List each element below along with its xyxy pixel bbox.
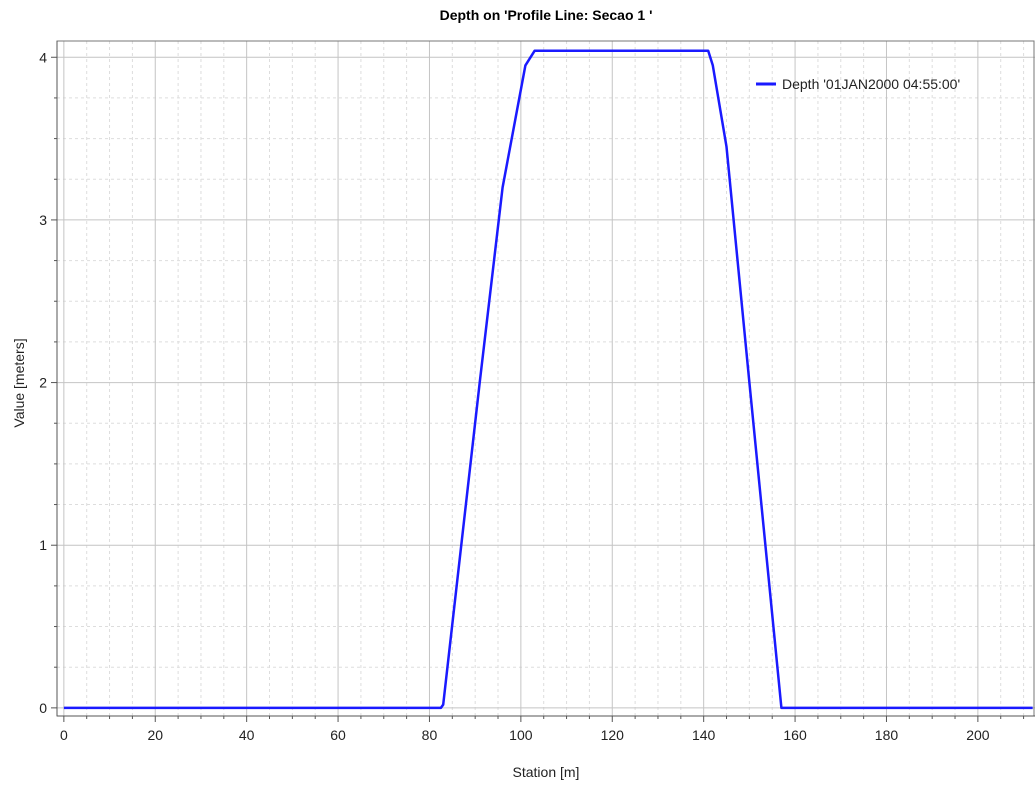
major-grid xyxy=(57,41,1035,716)
x-tick-label: 0 xyxy=(60,727,68,743)
x-tick-label: 60 xyxy=(330,727,346,743)
y-tick-label: 0 xyxy=(39,700,47,716)
x-tick-label: 140 xyxy=(692,727,716,743)
y-axis-label: Value [meters] xyxy=(11,338,27,427)
x-axis-label: Station [m] xyxy=(513,764,580,780)
x-axis: 0 20 40 60 80 100 120 140 160 180 200 xyxy=(57,715,1035,743)
x-tick-label: 120 xyxy=(601,727,625,743)
series-line-depth xyxy=(63,49,1033,710)
y-axis: 0 1 2 3 4 xyxy=(39,41,58,716)
minor-grid xyxy=(57,41,1035,716)
series-layer xyxy=(63,49,1033,710)
x-tick-label: 40 xyxy=(239,727,255,743)
y-tick-label: 4 xyxy=(39,49,47,65)
x-tick-label: 180 xyxy=(875,727,899,743)
legend: Depth '01JAN2000 04:55:00' xyxy=(756,76,960,92)
legend-label: Depth '01JAN2000 04:55:00' xyxy=(782,76,960,92)
chart-title: Depth on 'Profile Line: Secao 1 ' xyxy=(440,7,653,23)
x-tick-label: 200 xyxy=(966,727,990,743)
y-tick-label: 3 xyxy=(39,212,47,228)
y-tick-label: 1 xyxy=(39,537,47,553)
x-tick-label: 80 xyxy=(422,727,438,743)
y-tick-label: 2 xyxy=(39,375,47,391)
plot-frame xyxy=(56,40,1035,717)
x-tick-label: 20 xyxy=(147,727,163,743)
x-tick-label: 160 xyxy=(783,727,807,743)
x-tick-label: 100 xyxy=(509,727,533,743)
